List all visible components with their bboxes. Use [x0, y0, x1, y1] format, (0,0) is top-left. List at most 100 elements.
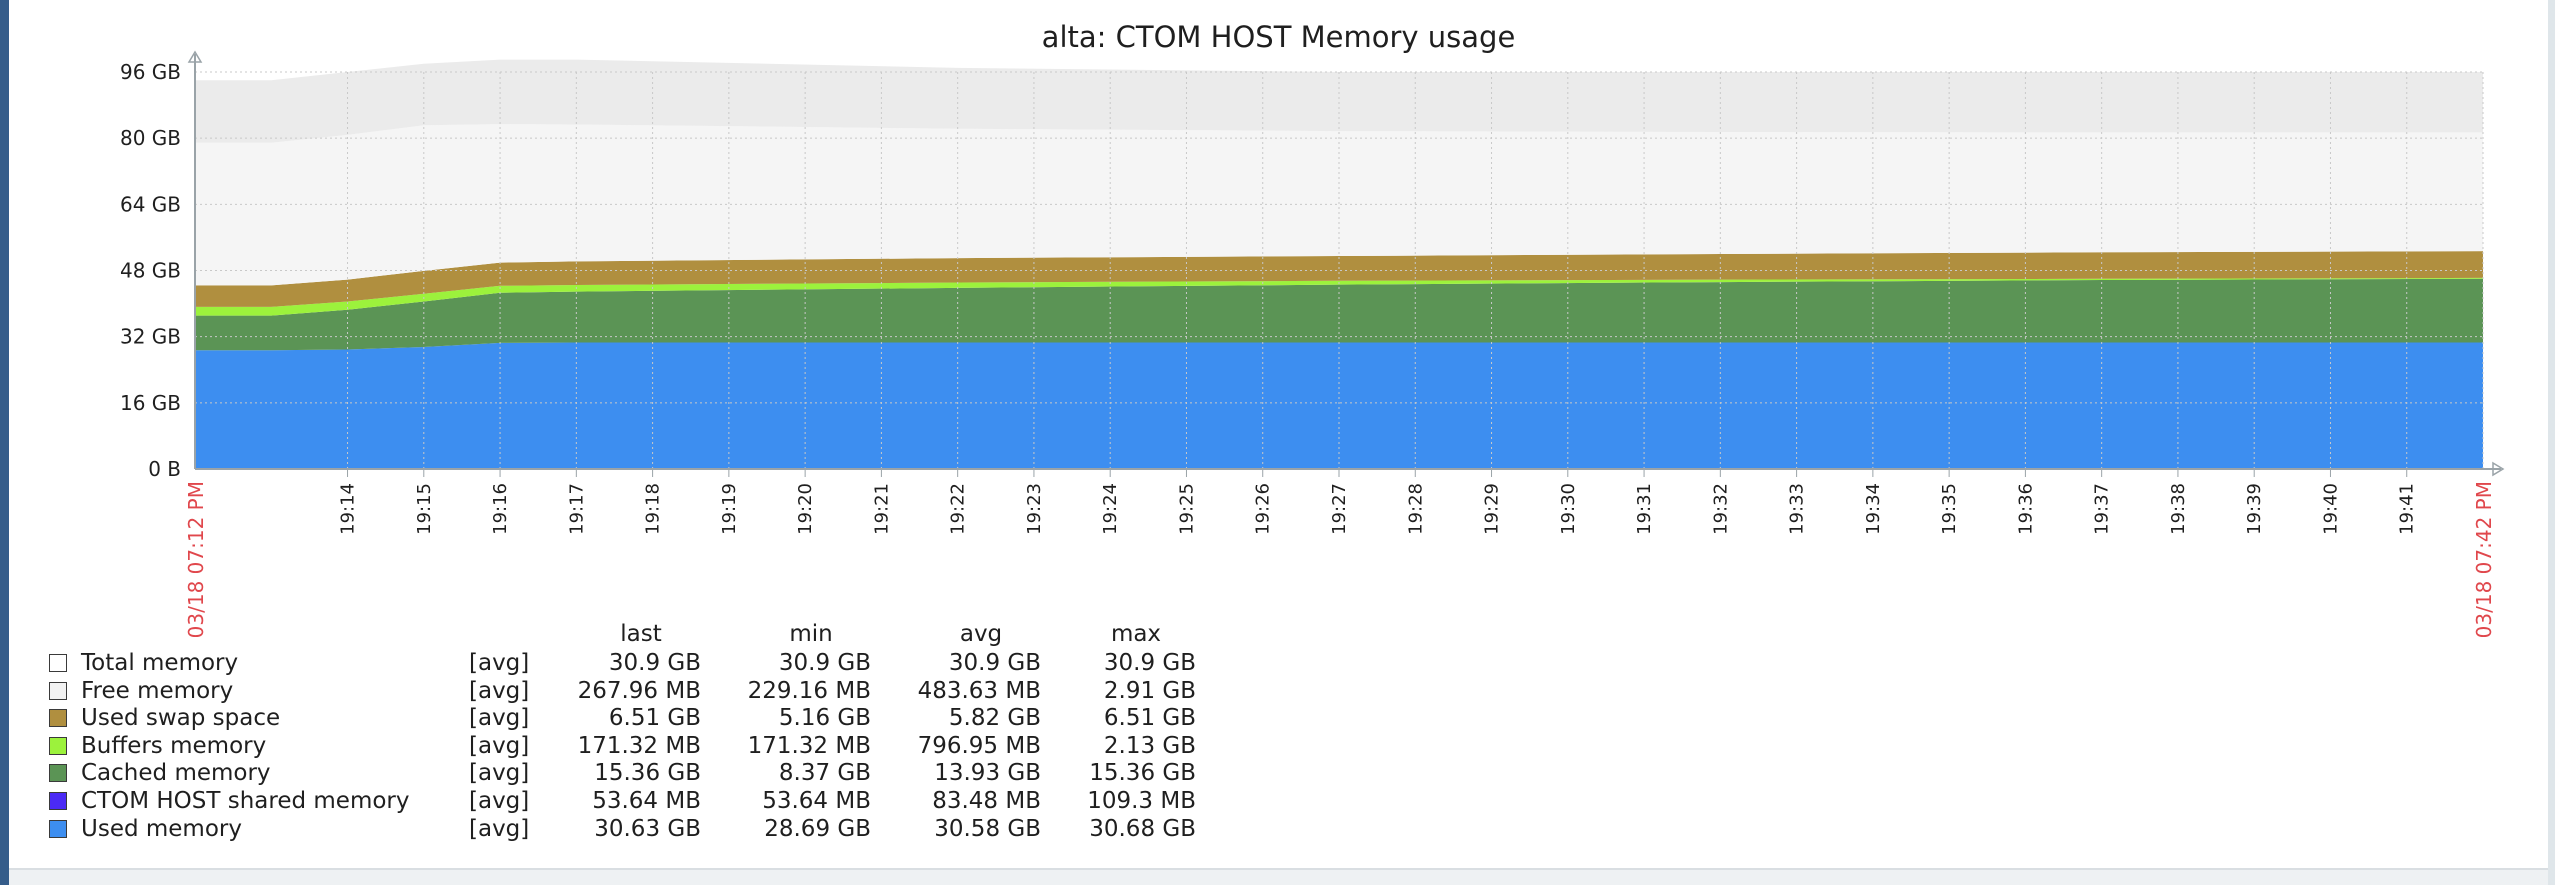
legend-value-max: 15.36 GB: [1089, 760, 1196, 787]
legend-value-last: 15.36 GB: [594, 760, 701, 787]
legend-value-min: 8.37 GB: [778, 760, 871, 787]
legend-value-avg: 30.58 GB: [934, 815, 1041, 842]
y-tick-label: 96 GB: [120, 60, 181, 84]
legend-value-last: 30.63 GB: [594, 815, 701, 842]
legend-value-last: 6.51 GB: [608, 705, 701, 732]
x-tick-label: 19:20: [795, 483, 816, 535]
x-tick-label: 19:15: [414, 483, 435, 535]
x-tick-label: 19:19: [719, 483, 740, 535]
area-cached-memory: [195, 278, 2483, 351]
legend-swatch: [49, 709, 67, 728]
x-tick-label: 19:24: [1100, 483, 1121, 535]
legend-func: [avg]: [469, 650, 530, 676]
legend-value-min: 5.16 GB: [778, 705, 871, 732]
legend-value-min: 229.16 MB: [747, 677, 871, 704]
y-axis-arrow-icon: [187, 50, 203, 63]
legend-swatch: [49, 792, 67, 810]
x-start-time-label: 03/18 07:12 PM: [184, 481, 208, 638]
legend-row: CTOM HOST shared memory [avg] 53.64 MB 53.6…: [49, 788, 1249, 816]
legend-swatch: [49, 764, 67, 783]
legend-value-min: 171.32 MB: [747, 732, 871, 759]
area-buffers-memory: [195, 277, 2483, 316]
legend-header-last: last: [620, 621, 662, 647]
x-tick-label: 19:29: [1482, 483, 1503, 535]
legend-func: [avg]: [469, 677, 530, 704]
legend-swatch: [49, 736, 67, 755]
y-tick-label: 80 GB: [120, 126, 181, 150]
legend-row: Total memory [avg] 30.9 GB 30.9 GB 30.9 GB 30…: [49, 650, 1249, 678]
legend-series-name: Used swap space: [81, 705, 281, 732]
y-tick-label: 48 GB: [120, 259, 181, 283]
x-tick-label: 19:40: [2320, 483, 2341, 535]
legend-value-avg: 30.9 GB: [948, 650, 1041, 676]
panel-footer: [9, 870, 2548, 885]
area-used-memory: [195, 342, 2483, 469]
area-free-memory: [195, 124, 2483, 286]
legend-header-min: min: [789, 621, 833, 647]
x-tick-label: 19:36: [2015, 483, 2036, 535]
legend-value-last: 267.96 MB: [577, 677, 701, 704]
x-tick-label: 19:25: [1176, 483, 1197, 535]
x-tick-label: 19:18: [643, 483, 664, 535]
x-axis-arrow-icon: [2492, 461, 2505, 477]
y-tick-label: 16 GB: [120, 391, 181, 415]
x-tick-label: 19:33: [1787, 483, 1808, 535]
legend-value-avg: 5.82 GB: [948, 705, 1041, 732]
x-tick-label: 19:32: [1710, 483, 1731, 535]
legend-row: Used memory [avg] 30.63 GB 28.69 GB 30.58 GB…: [49, 816, 1249, 844]
legend-value-max: 109.3 MB: [1087, 788, 1196, 814]
legend-value-avg: 796.95 MB: [917, 732, 1041, 759]
legend-func: [avg]: [469, 788, 530, 814]
legend-series-name: Total memory: [81, 650, 239, 676]
x-tick-label: 19:28: [1405, 483, 1426, 535]
chart-title: alta: CTOM HOST Memory usage: [1041, 20, 1516, 54]
x-tick-label: 19:26: [1253, 483, 1274, 535]
legend-swatch: [49, 819, 67, 838]
legend-series-name: CTOM HOST shared memory: [81, 788, 410, 814]
legend-value-avg: 83.48 MB: [932, 788, 1041, 814]
page-left-frame: [0, 0, 9, 885]
x-tick-label: 19:27: [1329, 483, 1350, 535]
legend-header-avg: avg: [959, 621, 1003, 647]
legend-value-min: 30.9 GB: [778, 650, 871, 676]
x-tick-label: 19:38: [2168, 483, 2189, 535]
x-tick-label: 19:14: [338, 483, 359, 535]
legend-header-max: max: [1110, 621, 1162, 647]
x-end-time-label: 03/18 07:42 PM: [2472, 481, 2496, 638]
legend-value-last: 30.9 GB: [608, 650, 701, 676]
legend-value-max: 6.51 GB: [1103, 705, 1196, 732]
y-tick-label: 64 GB: [120, 192, 181, 216]
legend-value-max: 30.9 GB: [1103, 650, 1196, 676]
x-tick-label: 19:22: [948, 483, 969, 535]
legend-value-avg: 483.63 MB: [917, 677, 1041, 704]
x-tick-label: 19:41: [2397, 483, 2418, 535]
area-total-memory: [195, 59, 2483, 143]
x-tick-label: 19:39: [2244, 483, 2265, 535]
x-tick-label: 19:35: [1939, 483, 1960, 535]
x-tick-label: 19:23: [1024, 483, 1045, 535]
legend-series-name: Buffers memory: [81, 732, 267, 759]
legend-series-name: Free memory: [81, 677, 234, 704]
x-tick-label: 19:30: [1558, 483, 1579, 535]
memory-usage-chart: 0 B 16 GB 32 GB 48 GB 64 GB 80 GB 96 GB 19:14 19…: [120, 50, 2505, 638]
legend-row: Buffers memory [avg] 171.32 MB 171.32 MB 796…: [49, 733, 1249, 761]
graph-panel: alta: CTOM HOST Memory usage 0 B 16 GB 32 …: [9, 0, 2548, 870]
legend-swatch: [49, 681, 67, 700]
x-tick-label: 19:34: [1863, 483, 1884, 535]
legend-row: Cached memory [avg] 15.36 GB 8.37 GB 13.93 G…: [49, 760, 1249, 788]
x-tick-label: 19:37: [2092, 483, 2113, 535]
legend-func: [avg]: [469, 760, 530, 787]
legend-row: Free memory [avg] 267.96 MB 229.16 MB 483.63…: [49, 678, 1249, 706]
legend-value-last: 171.32 MB: [577, 732, 701, 759]
legend-row: Used swap space [avg] 6.51 GB 5.16 GB 5.82 G…: [49, 705, 1249, 733]
legend-value-max: 2.91 GB: [1103, 677, 1196, 704]
legend-value-max: 30.68 GB: [1089, 815, 1196, 842]
legend-func: [avg]: [469, 815, 530, 842]
legend-value-max: 2.13 GB: [1103, 732, 1196, 759]
legend-series-name: Used memory: [81, 815, 242, 842]
x-tick-label: 19:17: [566, 483, 587, 535]
x-tick-label: 19:16: [490, 483, 511, 535]
legend-func: [avg]: [469, 732, 530, 759]
legend-func: [avg]: [469, 705, 530, 732]
legend-value-last: 53.64 MB: [592, 788, 701, 814]
